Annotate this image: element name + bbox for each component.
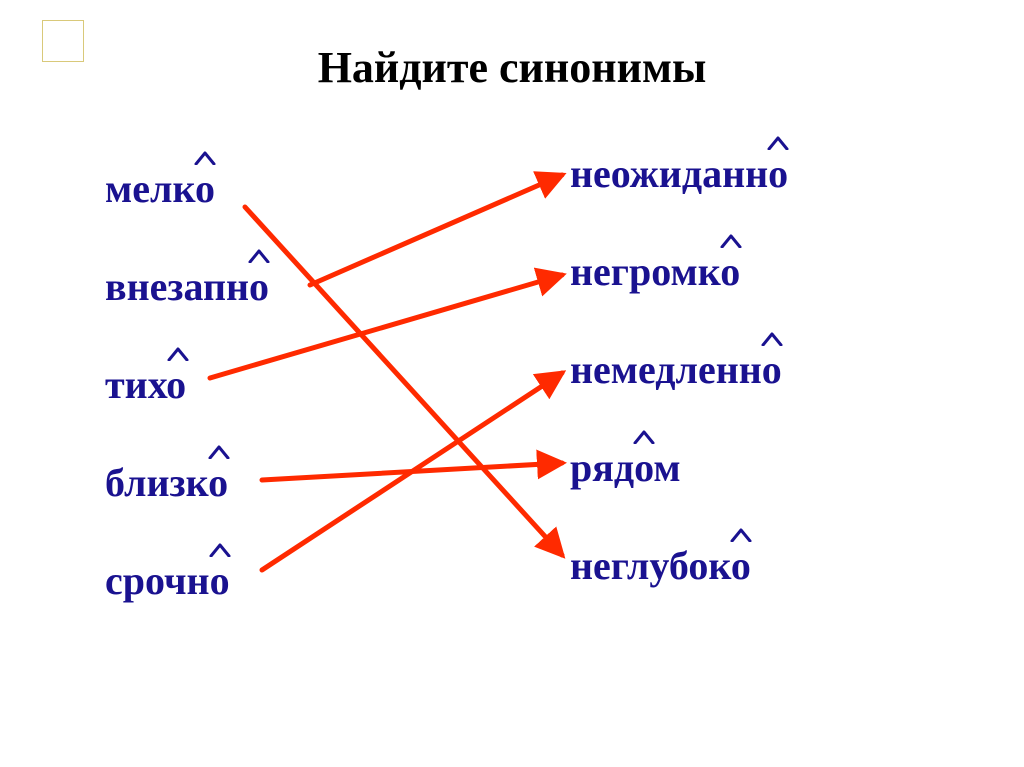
left-word: тихо: [105, 361, 186, 408]
suffix-mark-icon: [167, 347, 189, 361]
word-text: немедленно: [570, 347, 782, 392]
word-text: срочно: [105, 558, 230, 603]
word-text: неглубоко: [570, 543, 751, 588]
right-word: негромко: [570, 248, 740, 295]
page-title: Найдите синонимы: [0, 42, 1024, 93]
left-word: срочно: [105, 557, 230, 604]
match-arrow: [310, 175, 562, 285]
slide: Найдите синонимы мелко внезапно тихо близко…: [0, 0, 1024, 767]
suffix-mark-icon: [194, 151, 216, 165]
suffix-mark-icon: [248, 249, 270, 263]
word-text: внезапно: [105, 264, 269, 309]
left-word: близко: [105, 459, 228, 506]
match-arrow: [262, 373, 562, 570]
match-arrow: [262, 463, 562, 480]
word-text: мелко: [105, 166, 215, 211]
left-word: внезапно: [105, 263, 269, 310]
right-word: рядом: [570, 444, 681, 491]
match-arrow: [245, 207, 562, 555]
word-text: тихо: [105, 362, 186, 407]
right-word: неожиданно: [570, 150, 788, 197]
word-text: близко: [105, 460, 228, 505]
suffix-mark-icon: [208, 445, 230, 459]
right-word: неглубоко: [570, 542, 751, 589]
right-word: немедленно: [570, 346, 782, 393]
suffix-mark-icon: [720, 234, 742, 248]
word-text: негромко: [570, 249, 740, 294]
suffix-mark-icon: [633, 430, 655, 444]
suffix-mark-icon: [209, 543, 231, 557]
suffix-mark-icon: [730, 528, 752, 542]
word-text: неожиданно: [570, 151, 788, 196]
suffix-mark-icon: [767, 136, 789, 150]
suffix-mark-icon: [761, 332, 783, 346]
left-word: мелко: [105, 165, 215, 212]
word-text: рядом: [570, 445, 681, 490]
